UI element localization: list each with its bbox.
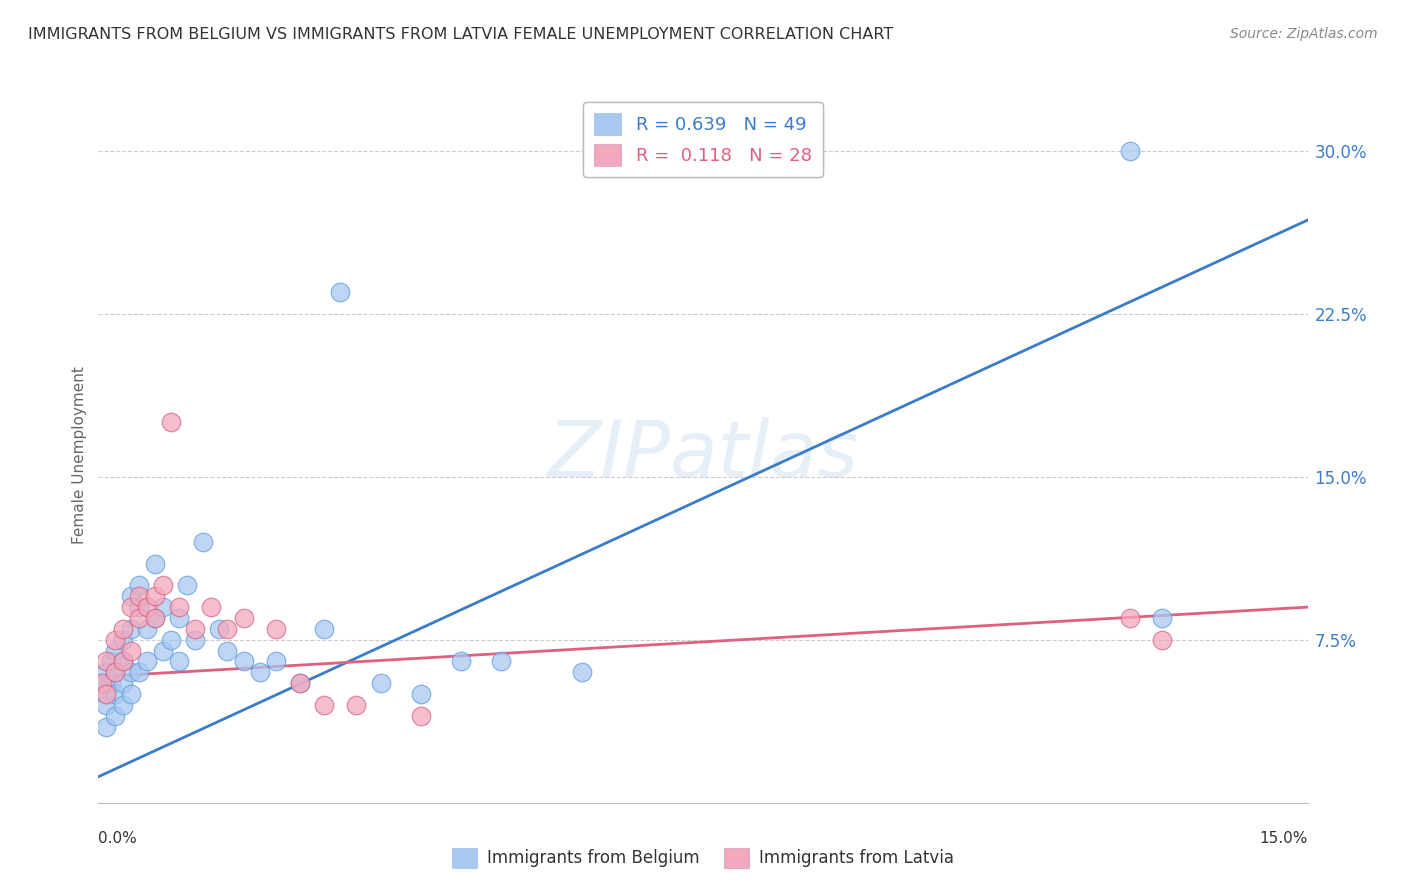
Point (329, 285, 352, 299)
Point (176, 578, 198, 592)
Point (96, 655, 118, 669)
Point (200, 600, 222, 615)
Point (103, 708, 125, 723)
Point (143, 589, 166, 603)
Point (128, 578, 150, 592)
Point (1152, 632, 1174, 647)
Point (167, 655, 190, 669)
Point (120, 643, 142, 657)
Point (1119, 144, 1142, 158)
Point (111, 698, 134, 712)
Text: ZIPatlas: ZIPatlas (547, 417, 859, 493)
Point (491, 655, 513, 669)
Point (135, 655, 157, 669)
Point (96, 720, 118, 734)
Point (1152, 611, 1174, 625)
Point (100, 676, 122, 690)
Point (96, 687, 118, 701)
Point (128, 665, 150, 680)
Point (143, 557, 166, 571)
Point (103, 632, 125, 647)
Point (217, 643, 239, 657)
Point (409, 708, 432, 723)
Legend: Immigrants from Belgium, Immigrants from Latvia: Immigrants from Belgium, Immigrants from… (446, 841, 960, 875)
Point (103, 665, 125, 680)
Point (111, 676, 134, 690)
Point (167, 600, 190, 615)
Text: IMMIGRANTS FROM BELGIUM VS IMMIGRANTS FROM LATVIA FEMALE UNEMPLOYMENT CORRELATIO: IMMIGRANTS FROM BELGIUM VS IMMIGRANTS FR… (28, 27, 893, 42)
Point (152, 643, 174, 657)
Point (128, 600, 150, 615)
Point (111, 622, 134, 636)
Point (193, 535, 215, 549)
Point (152, 600, 174, 615)
Point (450, 655, 472, 669)
Point (128, 589, 150, 603)
Point (1119, 611, 1142, 625)
Point (128, 611, 150, 625)
Point (370, 676, 392, 690)
Point (314, 698, 336, 712)
Point (571, 665, 593, 680)
Point (135, 622, 157, 636)
Text: Source: ZipAtlas.com: Source: ZipAtlas.com (1230, 27, 1378, 41)
Point (217, 622, 239, 636)
Point (103, 665, 125, 680)
Point (184, 632, 207, 647)
Point (264, 655, 287, 669)
Point (232, 611, 254, 625)
Point (120, 600, 142, 615)
Point (143, 611, 166, 625)
Point (167, 611, 190, 625)
Point (96, 698, 118, 712)
Point (288, 676, 311, 690)
Point (91, 676, 114, 690)
Text: 15.0%: 15.0% (1260, 830, 1308, 846)
Point (160, 415, 183, 429)
Point (120, 622, 142, 636)
Point (111, 655, 134, 669)
Point (111, 655, 134, 669)
Point (96, 665, 118, 680)
Point (152, 578, 174, 592)
Point (344, 698, 367, 712)
Point (91, 676, 114, 690)
Point (143, 611, 166, 625)
Point (96, 687, 118, 701)
Point (409, 687, 432, 701)
Point (120, 687, 142, 701)
Point (120, 665, 142, 680)
Point (249, 665, 271, 680)
Legend: R = 0.639   N = 49, R =  0.118   N = 28: R = 0.639 N = 49, R = 0.118 N = 28 (583, 103, 823, 177)
Text: 0.0%: 0.0% (98, 830, 138, 846)
Point (314, 622, 336, 636)
Point (160, 632, 183, 647)
Point (120, 589, 142, 603)
Point (264, 622, 287, 636)
Point (208, 622, 231, 636)
Point (135, 600, 157, 615)
Point (111, 632, 134, 647)
Point (100, 655, 122, 669)
Point (103, 643, 125, 657)
Point (103, 687, 125, 701)
Point (184, 622, 207, 636)
Point (288, 676, 311, 690)
Y-axis label: Female Unemployment: Female Unemployment (72, 366, 87, 544)
Point (232, 655, 254, 669)
